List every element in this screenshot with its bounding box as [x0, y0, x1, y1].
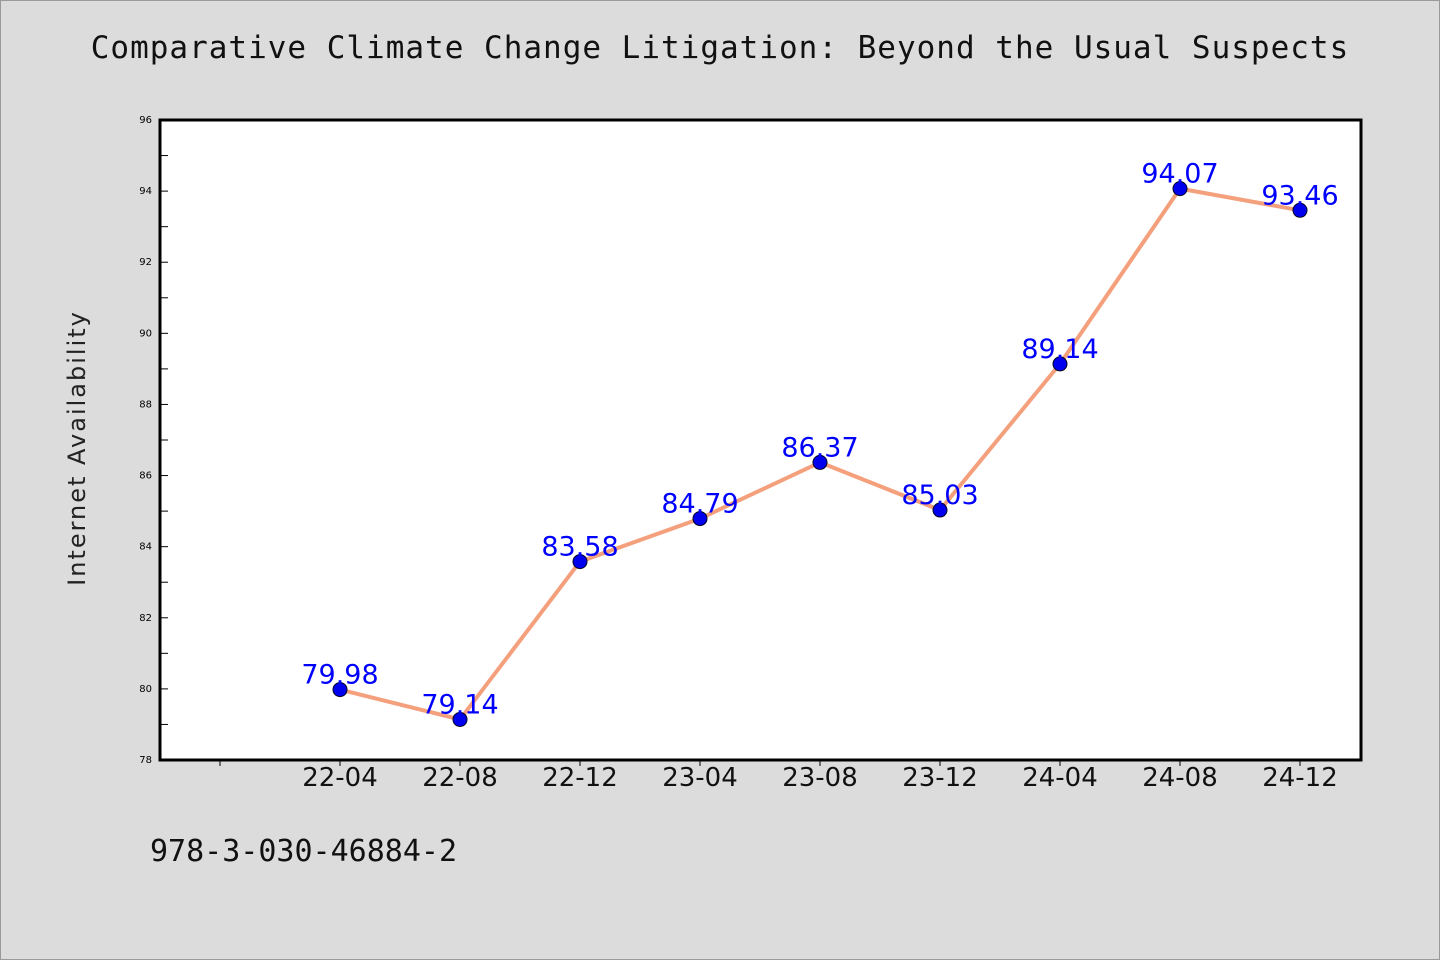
data-label: 85.03: [901, 480, 978, 511]
y-tick-label: 80: [139, 684, 152, 695]
y-tick-label: 86: [139, 471, 152, 482]
data-label: 84.79: [661, 489, 738, 520]
x-tick-label: 22-12: [542, 763, 618, 793]
data-label: 79.98: [301, 660, 378, 691]
data-label: 94.07: [1141, 159, 1218, 190]
data-point: [1052, 356, 1068, 372]
y-tick-label: 90: [139, 328, 152, 339]
y-tick-label: 84: [139, 542, 152, 553]
data-point: [572, 554, 588, 570]
data-point: [812, 454, 828, 470]
data-label: 93.46: [1261, 180, 1338, 211]
plot-area: [158, 118, 1363, 762]
y-tick-label: 82: [139, 613, 152, 624]
x-tick-label: 23-12: [902, 763, 978, 793]
data-label: 86.37: [781, 432, 858, 463]
data-label: 83.58: [541, 532, 618, 563]
chart-title: Comparative Climate Change Litigation: B…: [90, 30, 1350, 66]
data-point: [332, 682, 348, 698]
y-tick-label: 88: [139, 399, 152, 410]
x-tick-label: 22-04: [302, 763, 378, 793]
data-point: [452, 711, 468, 727]
data-label: 89.14: [1021, 334, 1098, 365]
x-tick-label: 24-08: [1142, 763, 1218, 793]
x-tick-label: 23-08: [782, 763, 858, 793]
data-label: 79.14: [421, 689, 498, 720]
x-tick-label: 22-08: [422, 763, 498, 793]
data-point: [1292, 202, 1308, 218]
y-tick-label: 96: [139, 115, 152, 126]
data-point: [932, 502, 948, 518]
y-tick-label: 94: [139, 186, 152, 197]
y-tick-label: 92: [139, 257, 152, 268]
isbn-label: 978-3-030-46884-2: [150, 834, 458, 869]
data-point: [692, 511, 708, 527]
x-tick-label: 24-04: [1022, 763, 1098, 793]
data-point: [1172, 181, 1188, 197]
x-tick-label: 23-04: [662, 763, 738, 793]
x-tick-label: 24-12: [1262, 763, 1338, 793]
y-tick-label: 78: [139, 755, 152, 766]
